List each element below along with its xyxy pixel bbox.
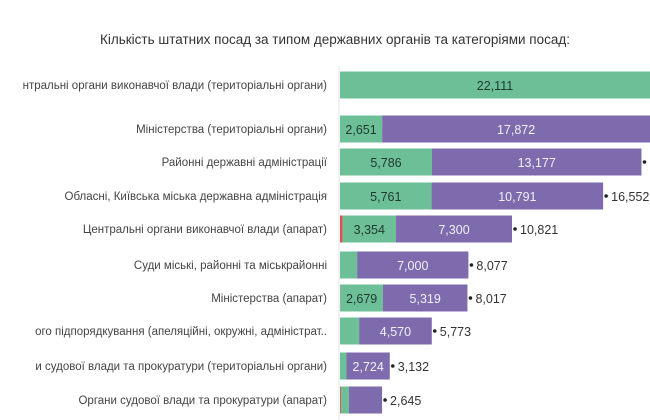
total-value-label: 10,821 <box>520 223 558 237</box>
bar-segment-green[interactable] <box>342 215 396 243</box>
segment-value-label: 13,177 <box>518 156 556 170</box>
category-label: Міністерства (територіальні органи) <box>136 124 327 136</box>
bar-segment-red[interactable] <box>340 215 343 243</box>
bar-segment-purple[interactable] <box>357 251 469 279</box>
bar-segment-green[interactable] <box>340 317 360 345</box>
segment-value-label: 10,791 <box>498 190 536 204</box>
bar-segment-green[interactable] <box>340 115 383 143</box>
category-label: Міністерства (апарат) <box>211 293 327 305</box>
segment-value-label: 4,570 <box>380 325 411 339</box>
segment-value-label: 2,679 <box>346 292 377 306</box>
total-marker <box>383 398 387 402</box>
segment-value-label: 22,111 <box>477 79 513 93</box>
total-value-label: 8,077 <box>476 259 507 273</box>
category-label: Органи судової влади та прокуратури (апа… <box>78 395 327 407</box>
bar-segment-green[interactable] <box>340 352 347 380</box>
bar-segment-purple[interactable] <box>431 148 642 176</box>
segment-value-label: 5,761 <box>370 190 401 204</box>
total-value-label: 3,132 <box>398 360 429 374</box>
bar-segment-purple[interactable] <box>382 284 468 312</box>
bar-segment-green[interactable] <box>340 148 432 176</box>
category-label: Суди міські, районні та міськрайонні <box>134 260 327 272</box>
segment-value-label: 5,319 <box>410 292 441 306</box>
category-label: и судової влади та прокуратури (територі… <box>35 361 327 373</box>
bar-segment-green[interactable] <box>340 71 650 99</box>
bar-segment-purple[interactable] <box>382 115 650 143</box>
category-label: Обласні, Київська міська державна адміні… <box>65 191 327 203</box>
bar-segment-purple[interactable] <box>348 386 383 414</box>
category-label: Центральні органи виконавчої влади (апар… <box>83 224 327 236</box>
total-marker <box>432 329 437 333</box>
segment-value-label: 7,300 <box>438 223 469 237</box>
total-marker <box>469 263 474 267</box>
bar-segment-purple[interactable] <box>395 215 513 243</box>
total-marker <box>390 364 395 368</box>
bar-segment-green[interactable] <box>340 182 432 210</box>
total-value-label: 16,552 <box>611 190 649 204</box>
total-marker <box>604 194 608 198</box>
chart-title: Кількість штатних посад за типом державн… <box>100 32 570 47</box>
category-label: нтральні органи виконавчої влади (терито… <box>23 80 328 92</box>
bar-segment-green[interactable] <box>340 284 383 312</box>
segment-value-label: 2,651 <box>345 123 376 137</box>
total-value-label: 8,017 <box>475 292 506 306</box>
total-marker <box>468 296 473 300</box>
category-label: Районні державні адміністрації <box>162 157 328 169</box>
total-value-label: 2,645 <box>390 394 421 408</box>
bar-segment-green[interactable] <box>340 386 349 414</box>
bar-segment-red[interactable] <box>340 386 341 414</box>
segment-value-label: 17,872 <box>497 123 535 137</box>
bar-segment-purple[interactable] <box>359 317 432 345</box>
bar-segment-green[interactable] <box>340 251 358 279</box>
segment-value-label: 5,786 <box>370 156 401 170</box>
segment-value-label: 3,354 <box>354 223 385 237</box>
bar-segment-purple[interactable] <box>346 352 390 380</box>
bar-segment-purple[interactable] <box>431 182 604 210</box>
category-label: ого підпорядкування (апеляційні, окружні… <box>35 326 327 338</box>
total-marker <box>642 160 647 164</box>
segment-value-label: 2,724 <box>352 360 383 374</box>
total-value-label: 5,773 <box>440 325 471 339</box>
segment-value-label: 7,000 <box>397 259 428 273</box>
total-marker <box>513 227 517 231</box>
